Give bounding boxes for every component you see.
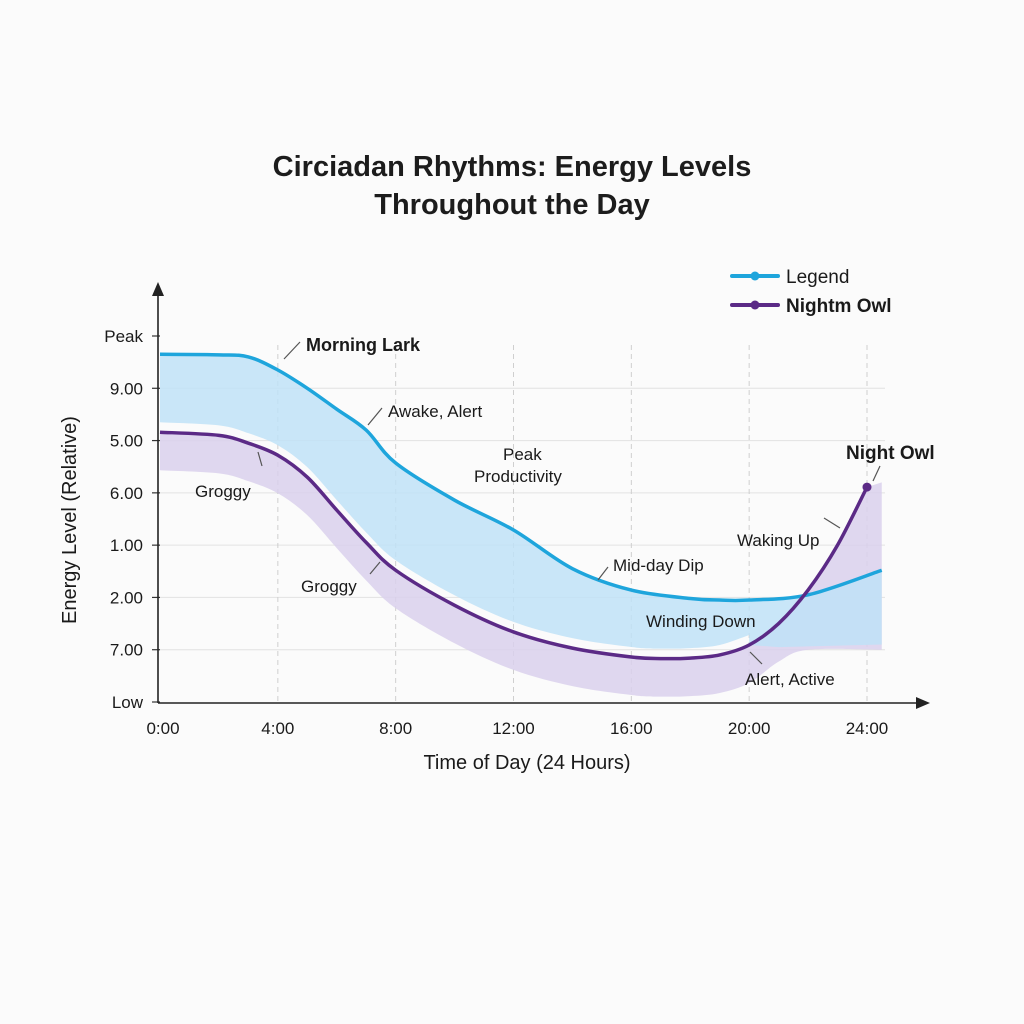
x-axis-label: Time of Day (24 Hours) bbox=[423, 752, 630, 774]
night-owl-band bbox=[160, 432, 882, 697]
annotation-arrow-icon bbox=[257, 451, 263, 467]
x-tick-label: 16:00 bbox=[610, 719, 653, 738]
annotation-arrow-icon bbox=[369, 561, 381, 575]
annotation-arrow-icon bbox=[367, 407, 383, 426]
legend-label: Legend bbox=[786, 267, 849, 288]
chart-title-line-1: Circiadan Rhythms: Energy Levels bbox=[272, 151, 752, 183]
x-tick-label: 20:00 bbox=[728, 719, 771, 738]
annotation-label: Night Owl bbox=[846, 443, 935, 464]
morning-lark-band bbox=[160, 354, 882, 649]
x-tick-label: 12:00 bbox=[492, 719, 535, 738]
chart-title-line-2: Throughout the Day bbox=[374, 189, 650, 221]
night-owl-point bbox=[862, 482, 872, 492]
x-tick-label: 24:00 bbox=[846, 719, 889, 738]
annotation-label: Groggy bbox=[301, 577, 357, 596]
annotation-label: Alert, Active bbox=[745, 670, 835, 689]
annotation-arrow-icon bbox=[823, 517, 841, 529]
y-axis-label: Energy Level (Relative) bbox=[59, 416, 81, 624]
annotation-label: Winding Down bbox=[646, 612, 756, 631]
legend-swatch-marker bbox=[750, 300, 760, 310]
x-axis-arrow-icon bbox=[916, 697, 930, 709]
y-tick-label: 5.00 bbox=[110, 432, 143, 451]
annotation-arrow-icon bbox=[749, 651, 763, 665]
y-tick-label: Low bbox=[112, 693, 144, 712]
legend-label: Nightm Owl bbox=[786, 296, 892, 317]
annotation-label: Groggy bbox=[195, 482, 251, 501]
annotation-arrow-icon bbox=[872, 465, 881, 482]
y-tick-label: Peak bbox=[104, 327, 143, 346]
night-owl-line bbox=[159, 430, 869, 661]
annotation-arrow-icon bbox=[283, 341, 301, 360]
legend-swatch-marker bbox=[750, 271, 760, 281]
y-tick-label: 6.00 bbox=[110, 484, 143, 503]
annotation-label: Peak bbox=[503, 445, 542, 464]
y-axis-arrow-icon bbox=[152, 282, 164, 296]
annotation-label: Mid-day Dip bbox=[613, 556, 704, 575]
chart-title: Circiadan Rhythms: Energy Levels Through… bbox=[0, 148, 1024, 224]
annotation-label: Waking Up bbox=[737, 531, 820, 550]
y-tick-label: 9.00 bbox=[110, 379, 143, 398]
morning-lark-line bbox=[159, 352, 883, 603]
annotation-label: Awake, Alert bbox=[388, 402, 482, 421]
x-tick-label: 4:00 bbox=[261, 719, 294, 738]
annotation-label: Morning Lark bbox=[306, 335, 421, 355]
x-tick-label: 0:00 bbox=[146, 719, 179, 738]
annotation-label: Productivity bbox=[474, 467, 562, 486]
annotation-arrow-icon bbox=[597, 566, 609, 581]
y-tick-label: 7.00 bbox=[110, 641, 143, 660]
y-tick-label: 1.00 bbox=[110, 536, 143, 555]
x-tick-label: 8:00 bbox=[379, 719, 412, 738]
y-tick-label: 2.00 bbox=[110, 588, 143, 607]
